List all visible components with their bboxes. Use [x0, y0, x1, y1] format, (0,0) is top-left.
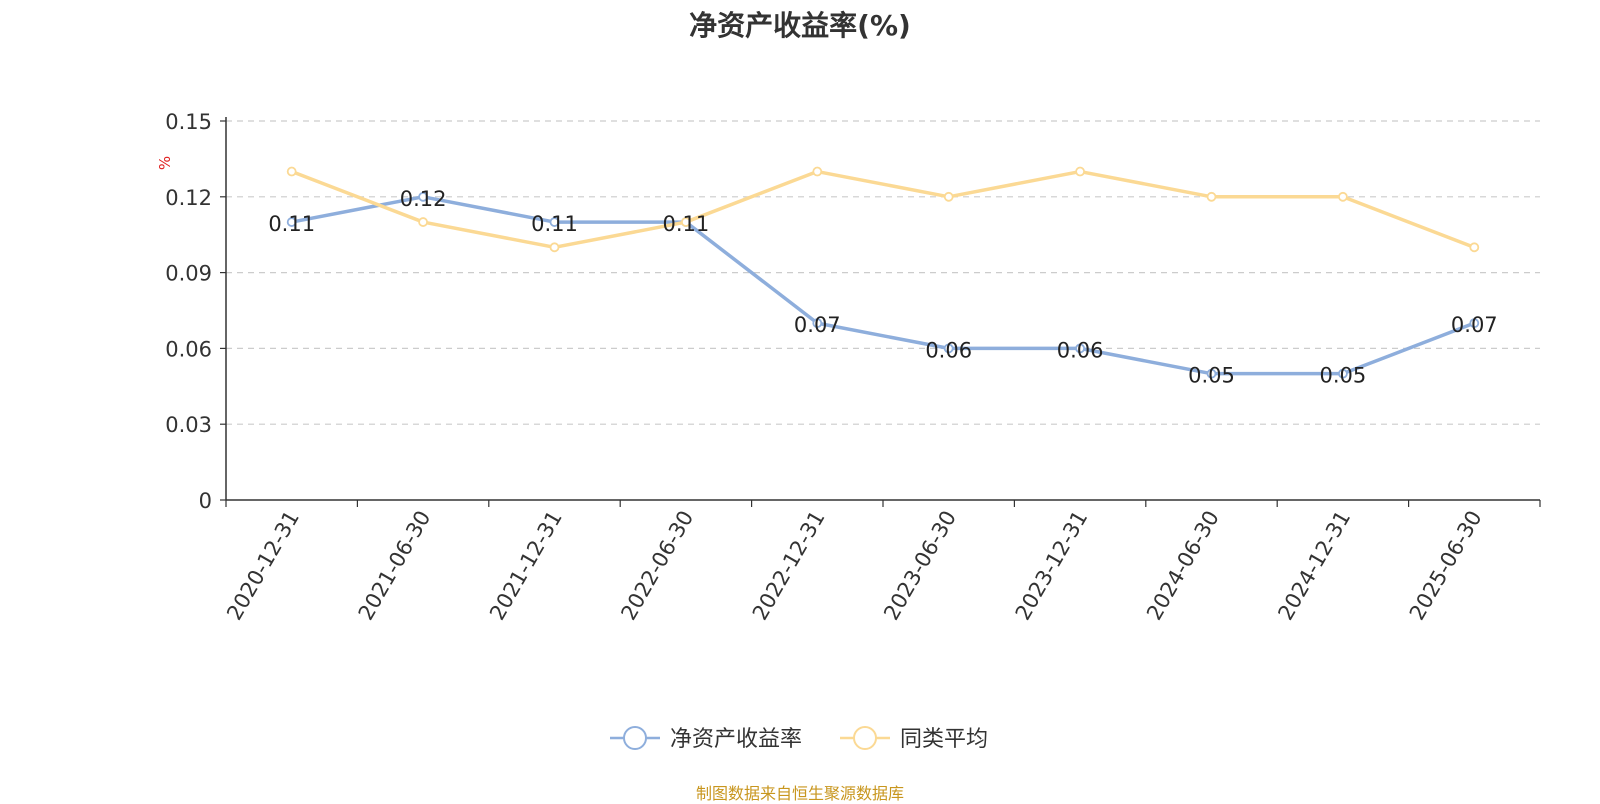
x-tick-label: 2023-12-31 — [1011, 507, 1093, 625]
data-point — [943, 343, 954, 354]
series-line — [291, 169, 1475, 250]
data-label: 0.11 — [531, 212, 578, 236]
data-point — [1206, 368, 1217, 379]
data-point — [943, 191, 954, 202]
x-tick-label: 2025-06-30 — [1405, 507, 1487, 625]
data-point — [549, 217, 560, 227]
legend-label: 同类平均 — [900, 727, 988, 752]
data-point — [681, 217, 691, 227]
data-point — [812, 166, 823, 177]
x-tick-label: 2024-06-30 — [1142, 507, 1224, 625]
data-label: 0.05 — [1320, 364, 1367, 388]
data-label: 0.11 — [268, 212, 315, 236]
data-point — [286, 166, 297, 177]
data-point — [549, 242, 560, 253]
x-tick-label: 2020-12-31 — [222, 507, 304, 625]
data-label: 0.12 — [400, 187, 447, 211]
x-tick-label: 2022-12-31 — [748, 507, 830, 625]
y-tick-label: 0.09 — [165, 262, 212, 286]
data-point — [1075, 343, 1085, 354]
y-tick-label: 0.15 — [165, 110, 212, 134]
chart-title: 净资产收益率(%) — [689, 9, 911, 42]
data-point — [1469, 318, 1480, 329]
data-label: 0.11 — [663, 212, 710, 236]
data-point — [1075, 166, 1085, 177]
data-point — [1206, 191, 1217, 202]
y-tick-label: 0.06 — [165, 337, 212, 361]
x-tick-label: 2022-06-30 — [616, 507, 698, 625]
series-line — [291, 195, 1475, 376]
legend-marker — [623, 726, 647, 750]
data-label: 0.07 — [1451, 313, 1498, 337]
data-label: 0.05 — [1188, 364, 1235, 388]
y-tick-label: 0.12 — [165, 186, 212, 210]
y-axis-label: % — [156, 156, 174, 170]
data-label: 0.06 — [1057, 338, 1104, 362]
x-tick-label: 2023-06-30 — [879, 506, 961, 624]
data-point — [418, 191, 429, 202]
legend-marker — [853, 726, 877, 750]
data-label: 0.07 — [794, 313, 841, 337]
data-point — [418, 217, 429, 227]
data-label: 0.06 — [925, 338, 972, 362]
data-point — [812, 318, 823, 329]
legend-label: 净资产收益率 — [670, 727, 802, 752]
x-tick-label: 2021-06-30 — [354, 506, 436, 624]
source-note: 制图数据来自恒生聚源数据库 — [695, 784, 904, 803]
data-point — [1469, 242, 1480, 253]
data-point — [1338, 191, 1348, 202]
y-tick-label: 0.03 — [165, 413, 212, 437]
x-tick-label: 2024-12-31 — [1273, 507, 1355, 625]
data-point — [286, 217, 297, 227]
data-point — [1338, 368, 1348, 379]
x-tick-label: 2021-12-31 — [485, 507, 567, 625]
y-tick-label: 0 — [199, 489, 212, 513]
